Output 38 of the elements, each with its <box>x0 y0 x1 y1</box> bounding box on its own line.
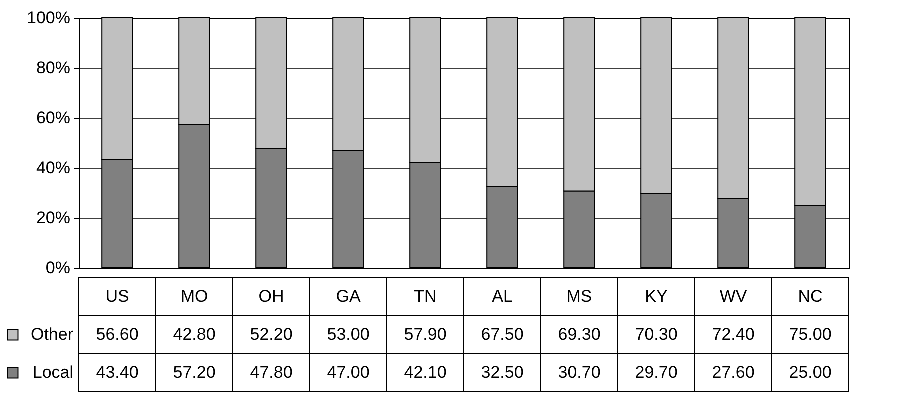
x-tick-label: KY <box>645 287 668 306</box>
data-label: 25.00 <box>789 363 832 382</box>
x-tick-label: GA <box>336 287 362 306</box>
data-label: 27.60 <box>712 363 755 382</box>
x-tick-label: OH <box>258 287 284 306</box>
y-tick-label: 20% <box>36 208 70 228</box>
data-label: 56.60 <box>96 325 139 344</box>
x-tick-label: MS <box>566 287 592 306</box>
y-tick-label: 80% <box>36 58 70 78</box>
data-label: 57.20 <box>173 363 216 382</box>
y-tick-label: 40% <box>36 158 70 178</box>
x-tick-label: NC <box>798 287 823 306</box>
data-label: 42.10 <box>404 363 447 382</box>
data-label: 30.70 <box>558 363 601 382</box>
data-label: 52.20 <box>250 325 293 344</box>
data-label: 32.50 <box>481 363 524 382</box>
x-tick-label: TN <box>414 287 437 306</box>
data-label: 43.40 <box>96 363 139 382</box>
x-tick-label: MO <box>180 287 208 306</box>
data-label: 57.90 <box>404 325 447 344</box>
y-tick-label: 0% <box>46 258 70 278</box>
x-tick-label: WV <box>720 287 748 306</box>
data-label: 67.50 <box>481 325 524 344</box>
data-label: 42.80 <box>173 325 216 344</box>
legend-label: Local <box>32 363 74 382</box>
y-tick-label: 60% <box>36 108 70 128</box>
data-label: 72.40 <box>712 325 755 344</box>
x-tick-label: AL <box>492 287 513 306</box>
data-label: 29.70 <box>635 363 678 382</box>
y-tick-label: 100% <box>27 8 70 28</box>
data-label: 53.00 <box>327 325 370 344</box>
data-label: 70.30 <box>635 325 678 344</box>
data-label: 69.30 <box>558 325 601 344</box>
data-label: 75.00 <box>789 325 832 344</box>
data-label: 47.00 <box>327 363 370 382</box>
legend-label: Other <box>30 325 74 344</box>
x-tick-label: US <box>106 287 130 306</box>
data-label: 47.80 <box>250 363 293 382</box>
